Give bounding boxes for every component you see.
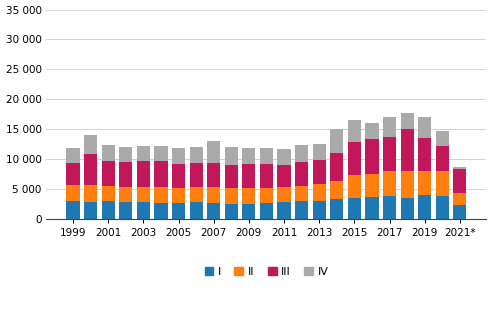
Bar [172,188,185,203]
Bar [119,202,132,219]
Bar [189,202,203,219]
Bar [400,171,414,197]
Bar [66,201,80,219]
Bar [453,193,466,205]
Bar [312,201,326,219]
Bar [383,171,396,196]
Bar [207,141,220,163]
Bar [66,163,80,185]
Bar [400,114,414,129]
Bar [154,203,167,219]
Bar [366,123,378,139]
Bar [330,181,343,199]
Bar [277,202,291,219]
Bar [84,202,97,219]
Bar [260,164,273,188]
Bar [101,145,115,161]
Bar [436,196,449,219]
Legend: I, II, III, IV: I, II, III, IV [200,263,333,281]
Bar [436,146,449,171]
Bar [207,203,220,219]
Bar [242,148,255,164]
Bar [400,129,414,171]
Bar [418,195,431,219]
Bar [383,117,396,137]
Bar [400,197,414,219]
Bar [189,187,203,202]
Bar [418,117,431,138]
Bar [119,147,132,162]
Bar [453,205,466,219]
Bar [330,129,343,153]
Bar [137,146,150,161]
Bar [366,197,378,219]
Bar [154,187,167,203]
Bar [277,149,291,165]
Bar [137,187,150,202]
Bar [348,120,361,142]
Bar [330,153,343,181]
Bar [189,163,203,187]
Bar [348,142,361,175]
Bar [418,138,431,171]
Bar [225,188,238,204]
Bar [453,169,466,193]
Bar [453,167,466,169]
Bar [295,186,308,201]
Bar [312,184,326,201]
Bar [84,153,97,185]
Bar [366,174,378,197]
Bar [119,187,132,202]
Bar [295,201,308,219]
Bar [207,188,220,203]
Bar [277,187,291,202]
Bar [154,161,167,187]
Bar [260,148,273,164]
Bar [242,204,255,219]
Bar [172,164,185,188]
Bar [436,131,449,146]
Bar [101,186,115,201]
Bar [66,148,80,163]
Bar [260,203,273,219]
Bar [66,185,80,201]
Bar [348,198,361,219]
Bar [418,171,431,195]
Bar [101,201,115,219]
Bar [383,137,396,171]
Bar [207,163,220,188]
Bar [225,204,238,219]
Bar [330,199,343,219]
Bar [295,145,308,162]
Bar [137,202,150,219]
Bar [348,175,361,198]
Bar [242,164,255,188]
Bar [84,135,97,153]
Bar [225,165,238,188]
Bar [137,161,150,187]
Bar [101,161,115,186]
Bar [436,171,449,196]
Bar [242,188,255,204]
Bar [119,162,132,187]
Bar [154,146,167,161]
Bar [277,165,291,187]
Bar [260,188,273,203]
Bar [366,139,378,174]
Bar [189,147,203,163]
Bar [383,196,396,219]
Bar [312,160,326,184]
Bar [172,203,185,219]
Bar [172,148,185,164]
Bar [312,144,326,160]
Bar [295,162,308,186]
Bar [225,147,238,165]
Bar [84,185,97,202]
